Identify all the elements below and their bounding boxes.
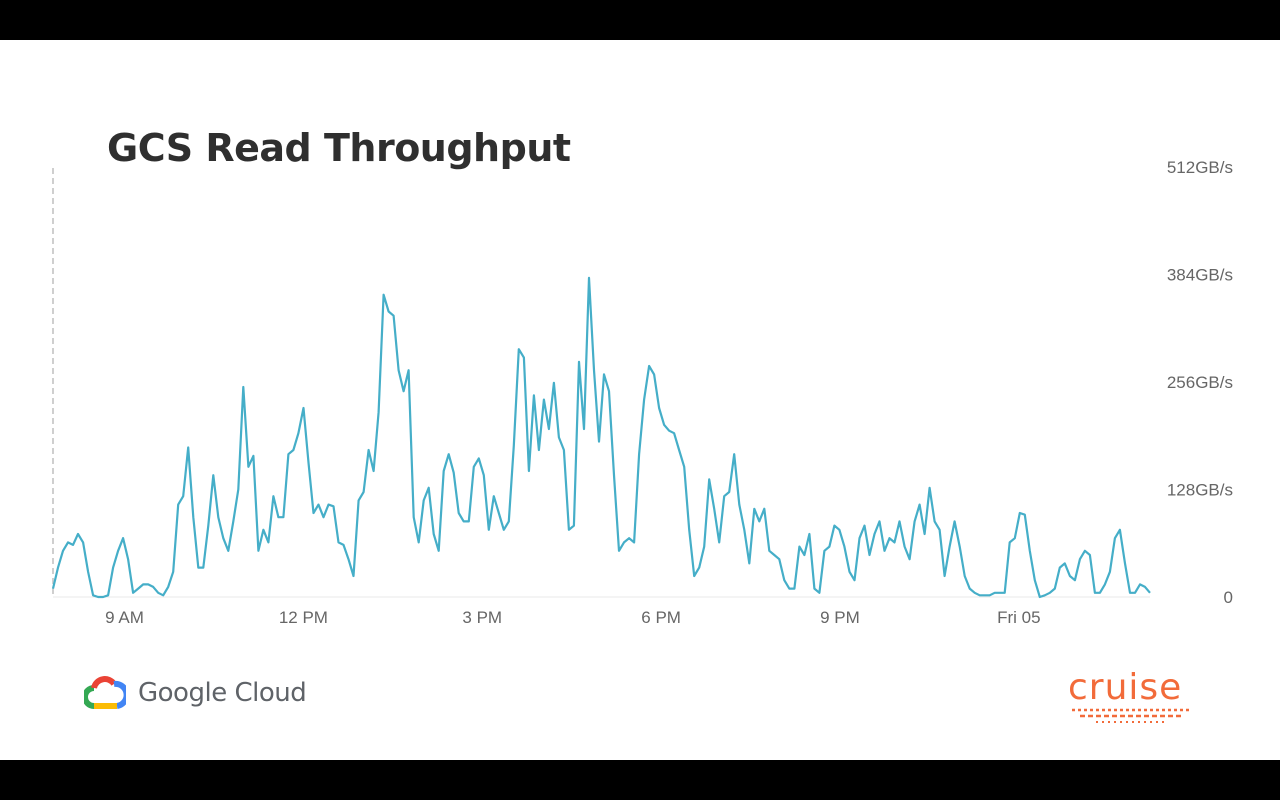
series-line-gcs-read-throughput (51, 276, 1151, 599)
x-tick-label: 9 AM (105, 608, 144, 627)
x-tick-label: 12 PM (279, 608, 328, 627)
y-tick-label: 384GB/s (1167, 266, 1233, 285)
x-tick-label: 3 PM (462, 608, 502, 627)
y-tick-label: 0 (1224, 588, 1233, 607)
cruise-logo: cruise (1068, 670, 1200, 733)
google-cloud-icon (84, 676, 126, 709)
x-tick-label: 6 PM (641, 608, 681, 627)
throughput-chart: 512GB/s 384GB/s 256GB/s 128GB/s 0 9 AM 12 PM 3… (51, 158, 1233, 627)
x-axis-ticks: 9 AM 12 PM 3 PM 6 PM 9 PM Fri 05 (105, 608, 1040, 627)
y-tick-label: 256GB/s (1167, 373, 1233, 392)
x-tick-label: 9 PM (820, 608, 860, 627)
cruise-dotted-stripes-icon (1072, 708, 1192, 723)
cruise-label: cruise (1068, 667, 1183, 708)
google-cloud-logo: Google Cloud (84, 676, 307, 710)
y-tick-label: 128GB/s (1167, 481, 1233, 500)
x-tick-label: Fri 05 (997, 608, 1040, 627)
slide: GCS Read Throughput 512GB/s 384GB/s 256GB/… (0, 40, 1280, 760)
chart-title: GCS Read Throughput (107, 126, 571, 170)
y-tick-label: 512GB/s (1167, 158, 1233, 177)
google-cloud-label: Google Cloud (138, 678, 307, 708)
y-axis-ticks: 512GB/s 384GB/s 256GB/s 128GB/s 0 (1167, 158, 1233, 607)
